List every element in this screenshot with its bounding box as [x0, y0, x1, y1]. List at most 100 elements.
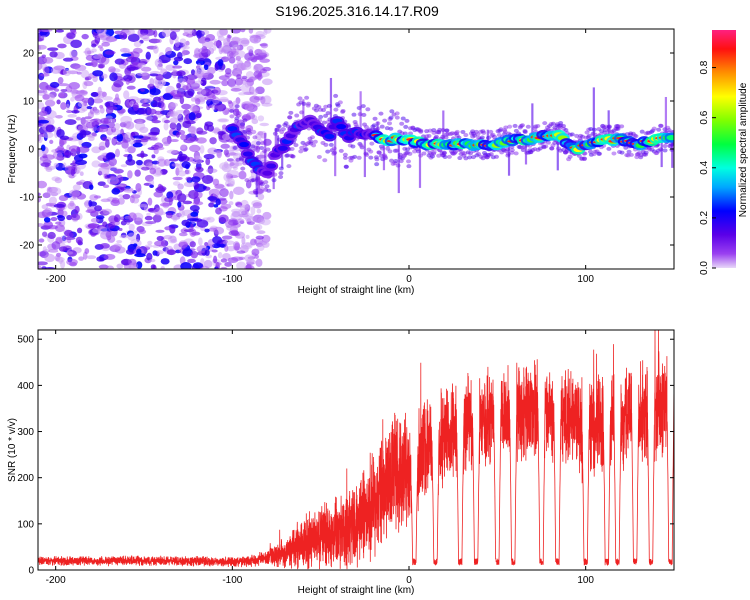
noise-cell — [92, 70, 104, 77]
noise-cell — [134, 121, 146, 131]
noise-cell — [208, 202, 215, 208]
spectrogram-x-tick-label: 0 — [406, 274, 412, 285]
noise-cell — [168, 158, 179, 162]
halo-cell — [406, 159, 412, 164]
halo-cell — [308, 139, 314, 144]
halo-cell — [283, 121, 289, 126]
noise-cell — [209, 79, 222, 85]
noise-cell — [178, 232, 188, 237]
streak-cell — [329, 77, 333, 135]
noise-cell — [236, 218, 245, 224]
halo-cell — [266, 188, 272, 193]
noise-cell — [50, 216, 58, 222]
ridge-mid-cell — [238, 141, 249, 148]
halo-cell — [421, 151, 427, 156]
halo-cell — [475, 132, 481, 137]
snr-y-tick-label: 500 — [17, 335, 34, 346]
halo-cell — [649, 129, 655, 134]
halo-cell — [290, 154, 296, 159]
noise-cell — [250, 206, 256, 216]
noise-cell — [228, 230, 240, 236]
noise-cell — [230, 88, 242, 92]
noise-cell — [260, 218, 271, 226]
noise-cell — [57, 76, 64, 84]
noise-cell — [94, 205, 103, 212]
halo-cell — [371, 123, 377, 128]
noise-cell — [245, 242, 252, 248]
spectrogram-y-tick-label: 20 — [23, 49, 35, 60]
noise-cell — [151, 136, 159, 142]
noise-cell — [236, 62, 247, 71]
noise-cell — [102, 208, 113, 215]
snr-x-tick-label: 0 — [406, 575, 412, 586]
halo-cell — [259, 182, 265, 187]
noise-cell — [125, 248, 135, 255]
noise-cell — [236, 261, 247, 269]
halo-cell — [234, 118, 240, 123]
noise-cell — [75, 159, 88, 166]
noise-cell — [47, 231, 56, 240]
noise-cell — [247, 56, 260, 61]
halo-cell — [365, 107, 371, 112]
noise-cell — [261, 234, 271, 243]
halo-cell — [488, 152, 494, 157]
noise-cell — [44, 99, 56, 107]
noise-cell — [244, 264, 255, 269]
noise-cell — [102, 96, 113, 101]
noise-cell — [259, 122, 270, 127]
noise-cell — [161, 195, 167, 204]
noise-cell — [186, 78, 196, 85]
noise-cell — [148, 131, 160, 136]
streak-cell — [531, 103, 534, 140]
noise-cell — [145, 51, 151, 60]
halo-cell — [436, 153, 442, 158]
noise-cell — [67, 202, 76, 210]
noise-cell — [176, 82, 181, 89]
noise-cell — [173, 60, 179, 66]
noise-cell — [54, 224, 65, 233]
noise-cell — [189, 205, 200, 212]
halo-cell — [293, 143, 299, 148]
noise-cell — [97, 45, 103, 49]
noise-cell — [248, 76, 256, 82]
noise-cell — [82, 119, 89, 126]
noise-cell — [134, 169, 141, 177]
noise-cell — [128, 223, 135, 232]
noise-cell — [224, 68, 232, 75]
noise-cell — [191, 176, 201, 183]
ridge-mid-cell — [324, 133, 335, 140]
noise-cell — [41, 29, 53, 33]
noise-cell — [52, 151, 63, 160]
noise-cell — [49, 51, 58, 58]
noise-cell — [156, 235, 164, 241]
noise-cell — [257, 240, 268, 246]
streak-cell — [664, 96, 668, 140]
halo-cell — [375, 126, 381, 131]
colorbar-label: Normalized spectral amplitude — [738, 82, 749, 217]
halo-cell — [606, 125, 612, 130]
halo-cell — [240, 166, 246, 171]
noise-cell — [66, 32, 76, 39]
halo-cell — [316, 154, 322, 159]
noise-cell — [217, 252, 223, 259]
halo-cell — [361, 112, 367, 117]
halo-cell — [328, 142, 334, 147]
snr-y-tick-label: 200 — [17, 473, 34, 484]
halo-cell — [276, 124, 282, 129]
noise-cell — [59, 135, 70, 140]
halo-cell — [240, 125, 246, 130]
noise-cell — [183, 29, 195, 35]
noise-cell — [166, 149, 178, 154]
noise-cell — [38, 111, 48, 117]
noise-cell — [161, 102, 166, 111]
noise-cell — [144, 215, 153, 221]
noise-cell — [245, 180, 252, 189]
streak-cell — [592, 87, 595, 143]
halo-cell — [404, 118, 410, 123]
halo-cell — [342, 152, 348, 157]
noise-cell — [129, 73, 136, 77]
noise-cell — [120, 164, 128, 168]
noise-cell — [213, 40, 221, 47]
noise-cell — [66, 110, 73, 114]
noise-cell — [79, 129, 87, 139]
